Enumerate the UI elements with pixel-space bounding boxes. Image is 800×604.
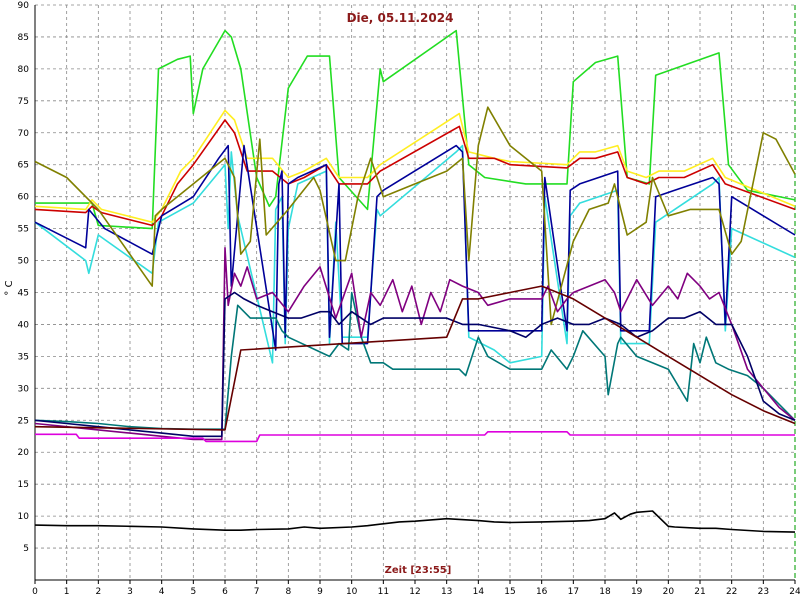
x-tick-label: 0 <box>32 587 38 597</box>
y-tick-label: 20 <box>18 448 30 458</box>
y-tick-label: 50 <box>18 257 30 267</box>
y-tick-label: 30 <box>18 384 30 394</box>
x-axis-label: Zeit [23:55] <box>385 565 452 576</box>
x-tick-label: 13 <box>441 587 452 597</box>
series-line-9 <box>34 291 796 438</box>
series-line-11 <box>35 430 795 443</box>
y-tick-label: 45 <box>18 289 29 299</box>
x-tick-label: 5 <box>190 587 196 597</box>
x-tick-label: 9 <box>317 587 323 597</box>
y-tick-label: 5 <box>23 544 29 554</box>
series-line-5 <box>34 144 796 351</box>
y-tick-label: 65 <box>18 161 29 171</box>
y-tick-label: 85 <box>18 33 29 43</box>
y-tick-label: 80 <box>18 65 30 75</box>
x-tick-label: 8 <box>285 587 291 597</box>
y-tick-label: 25 <box>18 416 29 426</box>
series-line-8 <box>34 247 796 441</box>
x-tick-label: 22 <box>726 587 737 597</box>
x-tick-label: 11 <box>378 587 389 597</box>
label-layer: Die, 05.11.2024 Zeit [23:55] ° C <box>4 11 453 576</box>
x-tick-label: 23 <box>758 587 769 597</box>
axes-layer: 0 1 2 3 4 5 6 7 8 9 10 11 12 13 14 15 16 17 18 19 20 21 22 23 24… <box>18 1 800 597</box>
y-tick-label: 35 <box>18 352 29 362</box>
y-tick-label: 40 <box>18 320 30 330</box>
series-line-7 <box>34 291 796 431</box>
x-tick-label: 17 <box>568 587 579 597</box>
x-tick-label: 10 <box>346 587 358 597</box>
x-tick-label: 7 <box>254 587 260 597</box>
y-tick-label: 90 <box>18 1 30 11</box>
x-tick-label: 12 <box>409 587 420 597</box>
y-axis-label: ° C <box>4 280 15 295</box>
x-tick-label: 4 <box>159 587 165 597</box>
y-tick-label: 75 <box>18 97 29 107</box>
x-tick-label: 6 <box>222 587 228 597</box>
x-tick-label: 3 <box>127 587 133 597</box>
grid-layer <box>35 4 795 580</box>
x-tick-label: 2 <box>95 587 101 597</box>
x-tick-label: 15 <box>504 587 515 597</box>
y-tick-label: 15 <box>18 480 29 490</box>
x-tick-label: 21 <box>694 587 705 597</box>
y-tick-label: 55 <box>18 225 29 235</box>
series-line-10 <box>34 285 796 431</box>
series-line-12 <box>34 510 796 533</box>
x-tick-label: 16 <box>536 587 548 597</box>
x-tick-label: 1 <box>64 587 70 597</box>
x-tick-label: 24 <box>789 587 800 597</box>
x-tick-label: 20 <box>663 587 675 597</box>
y-tick-label: 60 <box>18 193 30 203</box>
series-layer <box>34 29 796 533</box>
x-tick-label: 18 <box>599 587 611 597</box>
series-line-6 <box>34 106 796 326</box>
y-tick-label: 70 <box>18 129 30 139</box>
chart-title: Die, 05.11.2024 <box>347 11 454 25</box>
series-line-2 <box>34 109 796 223</box>
y-tick-label: 10 <box>18 512 30 522</box>
x-tick-label: 19 <box>631 587 643 597</box>
x-tick-label: 14 <box>473 587 485 597</box>
